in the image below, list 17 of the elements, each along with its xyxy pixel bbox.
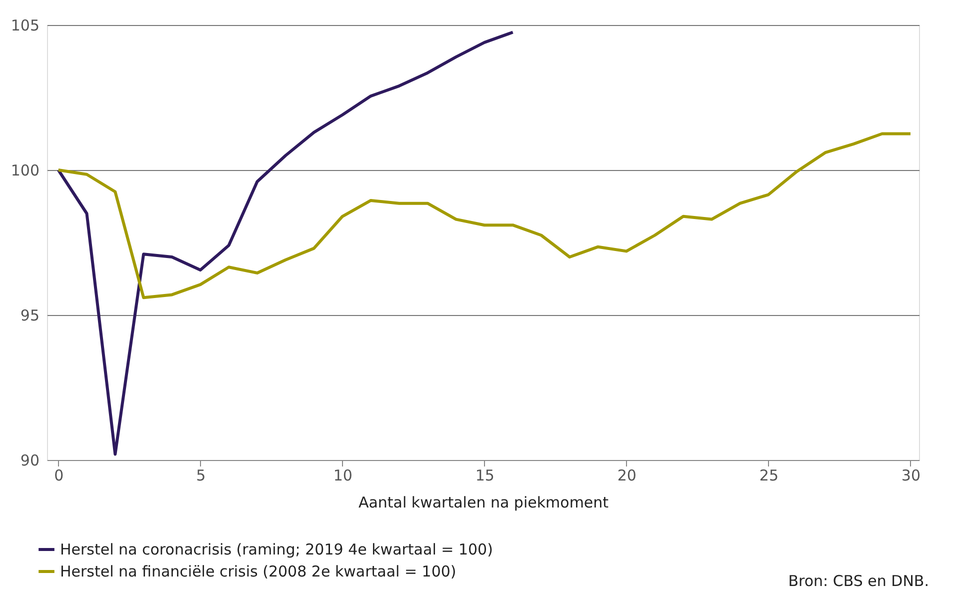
line-series bbox=[56, 132, 912, 300]
legend-label: Herstel na coronacrisis (raming; 2019 4e kwartaal = 100) bbox=[60, 540, 493, 558]
x-tick-label: 15 bbox=[475, 466, 494, 484]
text: Bron: CBS en DNB. bbox=[788, 572, 929, 589]
y-tick-label: 100 bbox=[10, 162, 40, 180]
y-tick-label: 95 bbox=[20, 306, 40, 324]
x-axis-title: Aantal kwartalen na piekmoment bbox=[358, 494, 609, 512]
x-tick-label: 0 bbox=[54, 466, 64, 484]
x-tick-label: 20 bbox=[617, 466, 636, 484]
legend-label: Herstel na financiële crisis (2008 2e kwartaal = 100) bbox=[60, 562, 456, 580]
y-tick-label: 90 bbox=[20, 452, 40, 470]
y-tick-label: 105 bbox=[10, 16, 40, 34]
line-series bbox=[56, 30, 514, 456]
x-tick-label: 30 bbox=[901, 466, 921, 484]
x-tick-label: 25 bbox=[759, 466, 779, 484]
x-tick-label: 10 bbox=[333, 466, 352, 484]
x-tick-label: 5 bbox=[196, 466, 206, 484]
